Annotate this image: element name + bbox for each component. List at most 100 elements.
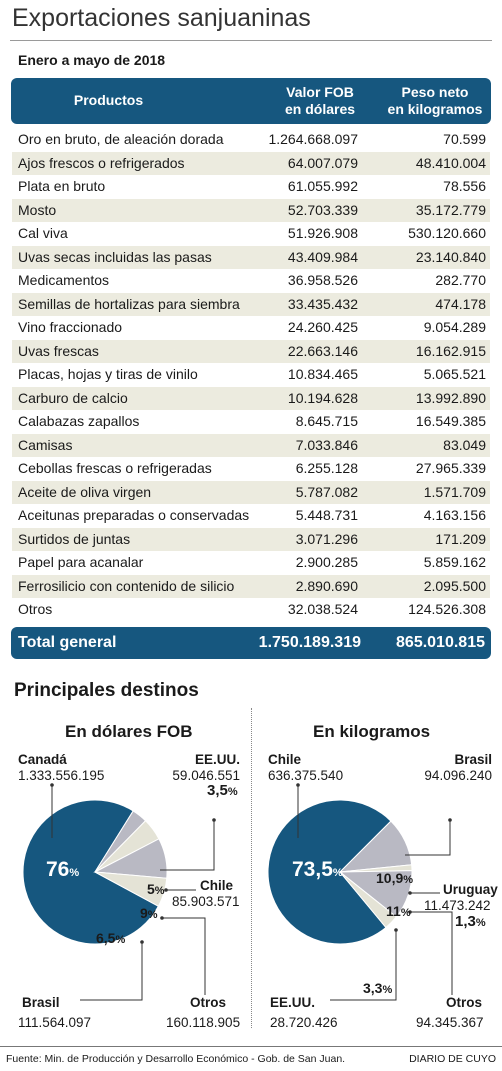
product-cell: Surtidos de juntas xyxy=(18,530,131,547)
kg-cell: 474.178 xyxy=(435,295,486,312)
product-cell: Vino fraccionado xyxy=(18,319,123,335)
product-cell: Medicamentos xyxy=(18,272,110,288)
kg-cell: 282.770 xyxy=(435,272,486,288)
product-cell: Carburo de calcio xyxy=(18,389,128,406)
fob-pct-otros: 9% xyxy=(140,905,158,921)
footer-divider xyxy=(0,1046,502,1047)
fob-usa-name: EE.UU. xyxy=(194,752,240,767)
kg-cell: 530.120.660 xyxy=(408,225,486,241)
fob-cell: 10.834.465 xyxy=(287,366,358,382)
fob-pct-brasil: 6,5% xyxy=(96,930,126,946)
fob-chile-name: Chile xyxy=(200,878,234,893)
fob-cell: 24.260.425 xyxy=(287,319,358,335)
table-subtitle: Enero a mayo de 2018 xyxy=(18,52,166,68)
kg-chile-value: 636.375.540 xyxy=(268,768,344,783)
table-row: Oro en bruto, de aleación dorada 1.264.66… xyxy=(12,128,490,152)
fob-cell: 8.645.715 xyxy=(295,413,358,429)
kg-cell: 83.049 xyxy=(443,436,486,453)
table-row: Aceitunas preparadas o conservadas 5.448.… xyxy=(12,504,490,528)
kg-cell: 48.410.004 xyxy=(415,154,486,171)
table-row: Cebollas frescas o refrigeradas 6.255.128… xyxy=(12,457,490,481)
leader-line xyxy=(160,820,215,871)
fob-cell: 43.409.984 xyxy=(287,248,358,265)
fob-label-otros: Otros xyxy=(190,995,226,1011)
leader-dot xyxy=(160,916,164,920)
pie-slice-canad- xyxy=(22,799,160,945)
kg-label-usa: EE.UU. xyxy=(270,995,315,1011)
header-fob-line2: en dólares xyxy=(284,101,356,117)
fob-otros-name: Otros xyxy=(190,995,227,1010)
table-row: Papel para acanalar 2.900.285 5.859.162 xyxy=(12,551,490,575)
fob-label-chile: Chile xyxy=(200,878,233,894)
product-cell: Uvas frescas xyxy=(18,342,99,359)
pie-slice-brasil xyxy=(94,871,168,907)
table-row: Vino fraccionado 24.260.425 9.054.289 xyxy=(12,316,490,340)
table-row: Ferrosilicio con contenido de silicio 2.8… xyxy=(12,574,490,598)
kg-usa-name: EE.UU. xyxy=(270,995,316,1010)
kg-chart-title: En kilogramos xyxy=(313,722,431,741)
leader-dot xyxy=(212,818,216,822)
kg-cell: 4.163.156 xyxy=(423,507,486,523)
kg-cell: 35.172.779 xyxy=(415,201,486,218)
leader-dot xyxy=(164,888,168,892)
kg-cell: 124.526.308 xyxy=(408,601,486,617)
fob-cell: 2.900.285 xyxy=(295,554,358,570)
fob-brasil-name: Brasil xyxy=(22,995,60,1010)
fob-cell: 32.038.524 xyxy=(287,601,358,617)
fob-cell: 10.194.628 xyxy=(287,389,358,406)
fob-chile-value: 85.903.571 xyxy=(172,894,240,909)
header-kg: Peso neto en kilogramos xyxy=(376,84,494,118)
title-divider xyxy=(10,40,492,41)
kg-cell: 13.992.890 xyxy=(415,389,486,406)
kg-uruguay-name: Uruguay xyxy=(443,882,498,897)
table-row: Cal viva 51.926.908 530.120.660 xyxy=(12,222,490,246)
table-row: Camisas 7.033.846 83.049 xyxy=(12,433,490,457)
fob-pct-canada: 76% xyxy=(46,858,80,881)
leader-dot xyxy=(394,928,398,932)
fob-cell: 2.890.690 xyxy=(295,577,358,594)
kg-brasil-value: 94.096.240 xyxy=(424,768,492,783)
kg-label-brasil: Brasil 94.096.240 xyxy=(416,752,492,784)
table-row: Aceite de oliva virgen 5.787.082 1.571.709 xyxy=(12,480,490,504)
table-header: Productos Valor FOB en dólares Peso neto… xyxy=(11,78,491,124)
fob-usa-value: 59.046.551 xyxy=(172,768,240,783)
fob-cell: 33.435.432 xyxy=(287,295,358,312)
fob-pct-chile: 5% xyxy=(147,881,165,897)
leader-line xyxy=(405,820,451,856)
kg-cell: 27.965.339 xyxy=(415,460,486,476)
kg-cell: 78.556 xyxy=(443,178,486,194)
leader-lines xyxy=(50,783,453,1001)
leader-dot xyxy=(140,940,144,944)
table-row: Otros 32.038.524 124.526.308 xyxy=(12,598,490,622)
product-cell: Plata en bruto xyxy=(18,178,106,194)
leader-line xyxy=(162,917,206,995)
fob-cell: 3.071.296 xyxy=(295,530,358,547)
kg-cell: 16.162.915 xyxy=(415,342,486,359)
product-cell: Calabazas zapallos xyxy=(18,413,140,429)
product-cell: Uvas secas incluidas las pasas xyxy=(18,248,212,265)
table-row: Mosto 52.703.339 35.172.779 xyxy=(12,198,490,222)
product-cell: Placas, hojas y tiras de vinilo xyxy=(18,366,198,382)
leader-dot xyxy=(296,783,300,787)
source-note: Fuente: Min. de Producción y Desarrollo … xyxy=(6,1053,346,1065)
kg-label-otros: Otros xyxy=(446,995,482,1011)
table-row: Ajos frescos o refrigerados 64.007.079 48.… xyxy=(12,151,490,175)
product-cell: Cebollas frescas o refrigeradas xyxy=(18,460,212,476)
product-cell: Oro en bruto, de aleación dorada xyxy=(18,131,224,147)
header-kg-line1: Peso neto xyxy=(401,84,469,100)
kg-cell: 16.549.385 xyxy=(415,413,486,429)
kg-cell: 171.209 xyxy=(435,530,486,547)
table-row: Calabazas zapallos 8.645.715 16.549.385 xyxy=(12,410,490,434)
kg-otros-value: 94.345.367 xyxy=(416,1015,484,1030)
kg-cell: 23.140.840 xyxy=(415,248,486,265)
fob-cell: 1.264.668.097 xyxy=(268,131,358,147)
header-fob: Valor FOB en dólares xyxy=(261,84,379,118)
fob-label-canada: Canadá 1.333.556.195 xyxy=(18,752,104,784)
kg-pct-uruguay: 1,3% xyxy=(455,913,486,930)
fob-cell: 64.007.079 xyxy=(287,154,358,171)
leader-line xyxy=(330,930,397,1001)
fob-canada-name: Canadá xyxy=(18,752,67,767)
table-row: Carburo de calcio 10.194.628 13.992.890 xyxy=(12,386,490,410)
kg-uruguay-value: 11.473.242 xyxy=(424,898,491,913)
fob-canada-value: 1.333.556.195 xyxy=(18,768,105,783)
